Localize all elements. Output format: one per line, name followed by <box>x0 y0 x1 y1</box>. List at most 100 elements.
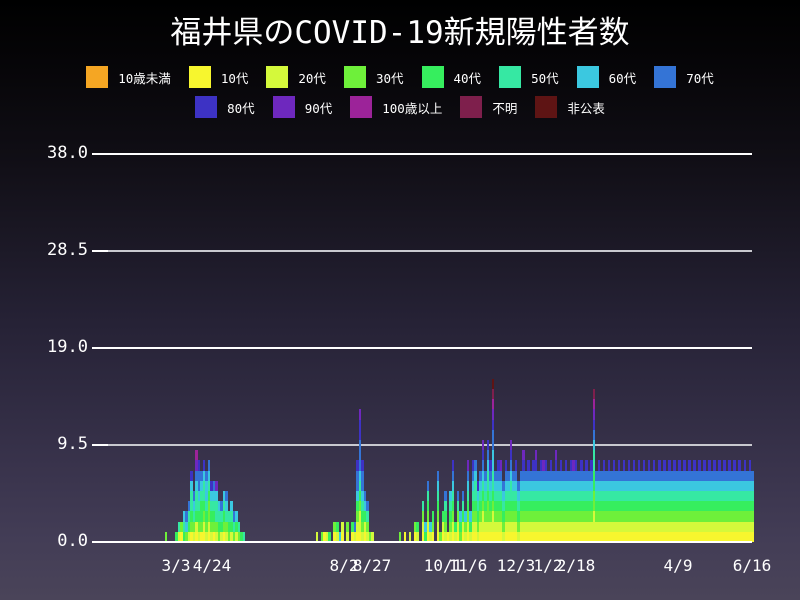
bar-column[interactable] <box>607 154 611 542</box>
bar-column[interactable] <box>436 154 440 542</box>
bar-column[interactable] <box>567 154 570 542</box>
bar-column[interactable] <box>225 154 228 542</box>
bar-column[interactable] <box>426 154 430 542</box>
bar-column[interactable] <box>353 154 357 542</box>
bar-column[interactable] <box>454 154 457 542</box>
legend-item-10[interactable]: 100歳以上 <box>350 96 442 118</box>
bar-column[interactable] <box>499 154 503 542</box>
bar-column[interactable] <box>743 154 747 542</box>
bar-column[interactable] <box>720 154 724 542</box>
bar-column[interactable] <box>240 154 243 542</box>
bar-column[interactable] <box>602 154 606 542</box>
bar-column[interactable] <box>668 154 671 542</box>
bar-column[interactable] <box>408 154 412 542</box>
bar-column[interactable] <box>403 154 407 542</box>
bar-column[interactable] <box>678 154 681 542</box>
bar-column[interactable] <box>632 154 636 542</box>
bar-column[interactable] <box>212 154 216 542</box>
bar-column[interactable] <box>371 154 374 542</box>
bar-column[interactable] <box>741 154 744 542</box>
bar-column[interactable] <box>489 154 492 542</box>
bar-column[interactable] <box>358 154 362 542</box>
bar-column[interactable] <box>315 154 319 542</box>
bar-column[interactable] <box>174 154 178 542</box>
bar-column[interactable] <box>670 154 674 542</box>
legend-item-2[interactable]: 20代 <box>266 66 326 88</box>
bar-column[interactable] <box>190 154 193 542</box>
bar-column[interactable] <box>542 154 545 542</box>
bar-column[interactable] <box>587 154 591 542</box>
bar-column[interactable] <box>705 154 709 542</box>
bar-column[interactable] <box>612 154 616 542</box>
bar-column[interactable] <box>577 154 580 542</box>
legend-item-11[interactable]: 不明 <box>460 96 517 118</box>
bar-column[interactable] <box>645 154 648 542</box>
bar-column[interactable] <box>748 154 752 542</box>
bar-column[interactable] <box>683 154 686 542</box>
bar-column[interactable] <box>680 154 684 542</box>
bar-column[interactable] <box>615 154 618 542</box>
bar-column[interactable] <box>635 154 638 542</box>
bar-column[interactable] <box>703 154 706 542</box>
bar-column[interactable] <box>192 154 196 542</box>
bar-column[interactable] <box>346 154 349 542</box>
bar-column[interactable] <box>693 154 696 542</box>
bar-column[interactable] <box>484 154 487 542</box>
bar-column[interactable] <box>164 154 168 542</box>
bar-column[interactable] <box>595 154 598 542</box>
bar-column[interactable] <box>725 154 729 542</box>
bar-column[interactable] <box>486 154 490 542</box>
bar-column[interactable] <box>351 154 354 542</box>
legend-item-9[interactable]: 90代 <box>272 96 332 118</box>
bar-column[interactable] <box>690 154 694 542</box>
bar-column[interactable] <box>200 154 203 542</box>
bar-column[interactable] <box>746 154 749 542</box>
bar-column[interactable] <box>356 154 359 542</box>
bar-column[interactable] <box>325 154 329 542</box>
bar-column[interactable] <box>534 154 538 542</box>
bar-column[interactable] <box>242 154 246 542</box>
bar-column[interactable] <box>323 154 326 542</box>
bar-column[interactable] <box>723 154 726 542</box>
bar-column[interactable] <box>227 154 231 542</box>
bar-column[interactable] <box>675 154 679 542</box>
bar-column[interactable] <box>202 154 206 542</box>
bar-column[interactable] <box>481 154 485 542</box>
bar-column[interactable] <box>552 154 555 542</box>
bar-column[interactable] <box>461 154 465 542</box>
bar-column[interactable] <box>660 154 664 542</box>
bar-column[interactable] <box>222 154 226 542</box>
legend-item-6[interactable]: 60代 <box>576 66 636 88</box>
bar-column[interactable] <box>421 154 425 542</box>
bar-column[interactable] <box>195 154 198 542</box>
legend-item-0[interactable]: 10歳未満 <box>86 66 171 88</box>
bar-column[interactable] <box>335 154 339 542</box>
bar-column[interactable] <box>652 154 656 542</box>
bar-column[interactable] <box>630 154 633 542</box>
bar-column[interactable] <box>185 154 188 542</box>
bar-column[interactable] <box>502 154 505 542</box>
bar-column[interactable] <box>494 154 497 542</box>
bar-column[interactable] <box>446 154 450 542</box>
bar-column[interactable] <box>688 154 691 542</box>
bar-column[interactable] <box>210 154 213 542</box>
bar-column[interactable] <box>368 154 372 542</box>
bar-column[interactable] <box>496 154 500 542</box>
bar-column[interactable] <box>416 154 419 542</box>
bar-column[interactable] <box>444 154 447 542</box>
bar-column[interactable] <box>529 154 533 542</box>
bar-column[interactable] <box>441 154 445 542</box>
bar-column[interactable] <box>429 154 432 542</box>
bar-column[interactable] <box>507 154 510 542</box>
bar-column[interactable] <box>456 154 460 542</box>
bar-column[interactable] <box>532 154 535 542</box>
bar-column[interactable] <box>328 154 331 542</box>
bar-column[interactable] <box>685 154 689 542</box>
bar-column[interactable] <box>235 154 238 542</box>
bar-column[interactable] <box>698 154 701 542</box>
bar-column[interactable] <box>512 154 515 542</box>
bar-column[interactable] <box>610 154 613 542</box>
bar-column[interactable] <box>524 154 528 542</box>
bar-column[interactable] <box>232 154 236 542</box>
bar-column[interactable] <box>514 154 518 542</box>
